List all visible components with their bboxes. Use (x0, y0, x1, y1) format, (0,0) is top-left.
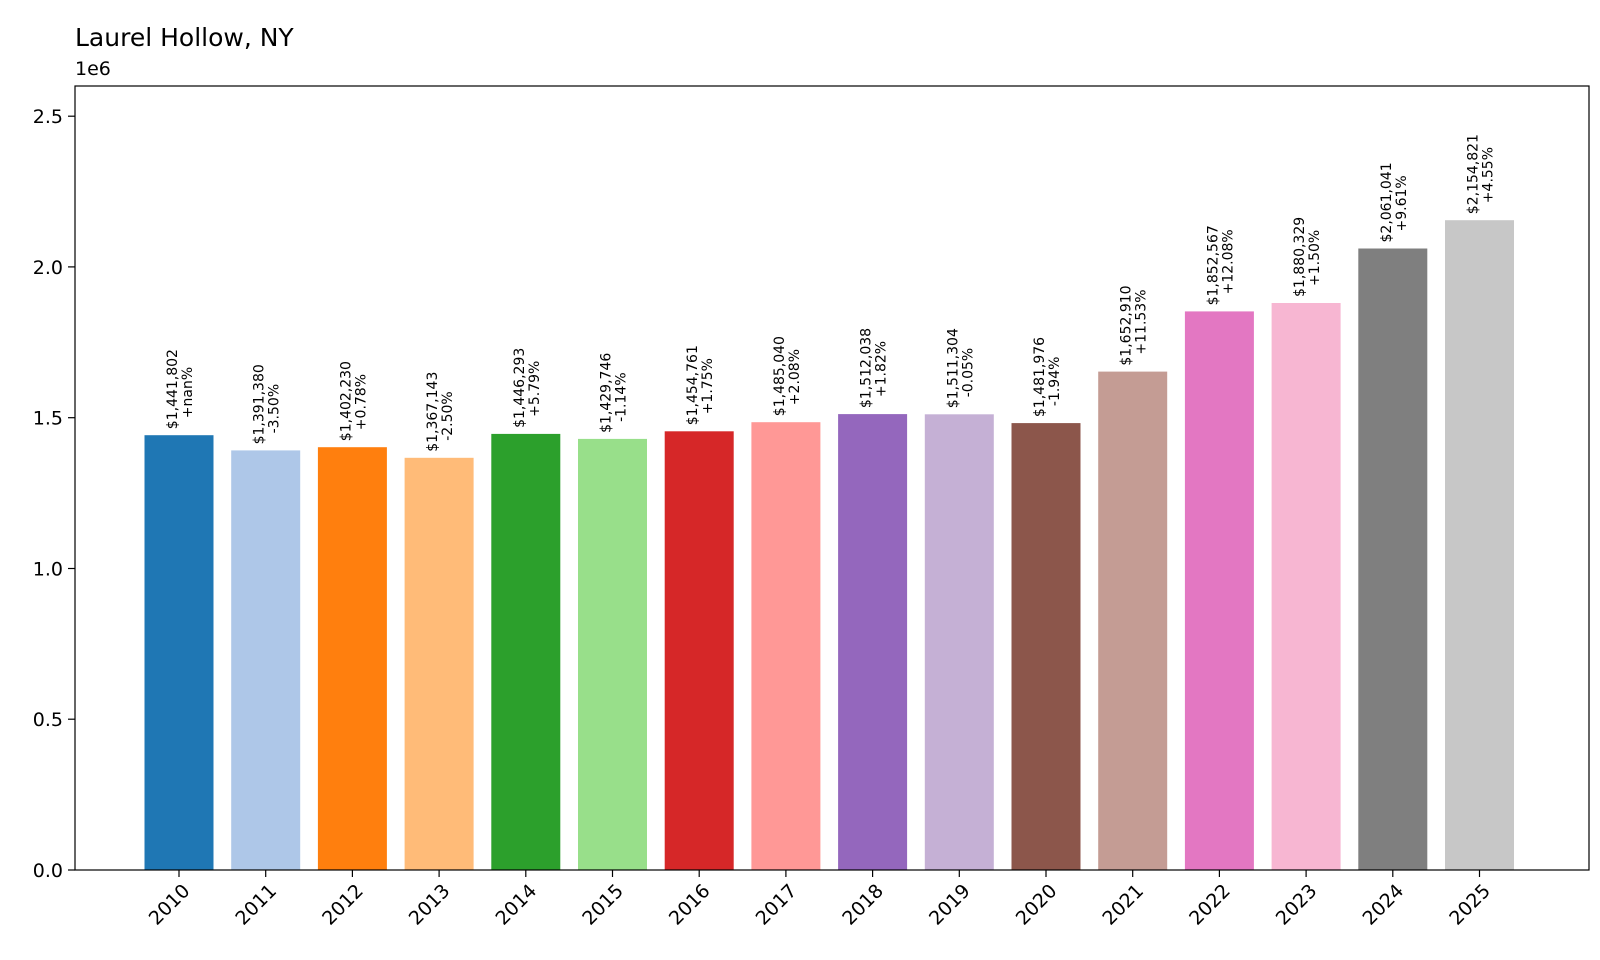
bar-label-2016: $1,454,761+1.75% (685, 345, 716, 425)
bar-value-label: $1,441,802 (165, 349, 181, 429)
bar-change-label: -2.50% (440, 391, 456, 441)
bar-label-2024: $2,061,041+9.61% (1379, 162, 1410, 242)
bar-2020 (1011, 423, 1081, 870)
y-tick-label: 1.0 (33, 559, 63, 581)
bar-change-label: +5.79% (527, 361, 543, 417)
bar-2023 (1271, 303, 1341, 870)
bar-value-label: $1,485,040 (772, 336, 788, 416)
bar-label-2014: $1,446,293+5.79% (512, 348, 543, 428)
bar-label-2015: $1,429,746-1.14% (599, 353, 630, 433)
bar-change-label: +1.75% (700, 358, 716, 414)
y-tick-label: 2.5 (33, 106, 63, 128)
bar-label-2023: $1,880,329+1.50% (1292, 217, 1323, 297)
bar-value-label: $1,880,329 (1292, 217, 1308, 297)
bars-group (144, 220, 1514, 870)
bar-value-label: $1,367,143 (425, 372, 441, 452)
bar-label-2017: $1,485,040+2.08% (772, 336, 803, 416)
bar-value-label: $1,511,304 (945, 328, 961, 408)
bar-change-label: -1.94% (1047, 357, 1063, 407)
bar-value-label: $1,481,976 (1032, 337, 1048, 417)
bar-value-label: $1,402,230 (338, 361, 354, 441)
bar-2017 (751, 422, 821, 870)
bar-label-2010: $1,441,802+nan% (165, 349, 196, 429)
bar-change-label: -3.50% (267, 384, 283, 434)
bar-2018 (838, 414, 908, 870)
bar-label-2019: $1,511,304-0.05% (945, 328, 976, 408)
bar-label-2022: $1,852,567+12.08% (1205, 225, 1236, 305)
bar-2015 (578, 438, 647, 870)
bar-2012 (317, 447, 387, 870)
bar-change-label: +0.78% (353, 374, 369, 430)
bar-change-label: +12.08% (1220, 229, 1236, 294)
bar-2011 (231, 450, 301, 870)
bar-change-label: +nan% (180, 367, 196, 418)
bar-label-2020: $1,481,976-1.94% (1032, 337, 1063, 417)
bar-2019 (924, 414, 994, 870)
y-tick-label: 0.5 (33, 709, 63, 731)
chart-title: Laurel Hollow, NY (75, 23, 294, 52)
bar-value-label: $1,454,761 (685, 345, 701, 425)
bar-change-label: -0.05% (960, 348, 976, 398)
y-tick-label: 0.0 (33, 860, 63, 882)
bar-value-label: $1,446,293 (512, 348, 528, 428)
bar-label-2021: $1,652,910+11.53% (1119, 285, 1150, 365)
bar-label-2018: $1,512,038+1.82% (859, 328, 890, 408)
bar-value-label: $1,652,910 (1119, 285, 1135, 365)
y-axis-offset-label: 1e6 (75, 58, 111, 80)
bar-value-label: $1,852,567 (1205, 225, 1221, 305)
bar-2024 (1358, 248, 1428, 870)
bar-change-label: +9.61% (1394, 175, 1410, 231)
bar-change-label: +4.55% (1481, 147, 1497, 203)
bar-2013 (404, 457, 474, 870)
y-tick-label: 2.0 (33, 257, 63, 279)
y-axis: 0.0 0.5 1.0 1.5 2.0 2.5 (33, 106, 75, 882)
bar-label-2012: $1,402,230+0.78% (338, 361, 369, 441)
plot-frame (74, 85, 1590, 871)
bar-change-label: +11.53% (1134, 289, 1150, 354)
bar-label-2011: $1,391,380-3.50% (252, 364, 283, 444)
bar-labels-group: $1,441,802+nan% $1,391,380-3.50% $1,402,23… (165, 134, 1497, 452)
bar-2010 (144, 435, 214, 870)
bar-value-label: $2,154,821 (1466, 134, 1482, 214)
bar-label-2025: $2,154,821+4.55% (1466, 134, 1497, 214)
bar-change-label: +1.82% (874, 341, 890, 397)
bar-change-label: +1.50% (1307, 230, 1323, 286)
y-tick-label: 1.5 (33, 408, 63, 430)
bar-change-label: -1.14% (614, 372, 630, 422)
bar-2014 (491, 433, 561, 870)
bar-2025 (1445, 220, 1514, 870)
bar-value-label: $2,061,041 (1379, 162, 1395, 242)
bar-2016 (664, 431, 734, 870)
bar-2021 (1098, 371, 1168, 870)
bar-change-label: +2.08% (787, 349, 803, 405)
bar-value-label: $1,429,746 (599, 353, 615, 433)
bar-value-label: $1,391,380 (252, 364, 268, 444)
bar-2022 (1184, 311, 1254, 870)
bar-label-2013: $1,367,143-2.50% (425, 372, 456, 452)
bar-value-label: $1,512,038 (859, 328, 875, 408)
